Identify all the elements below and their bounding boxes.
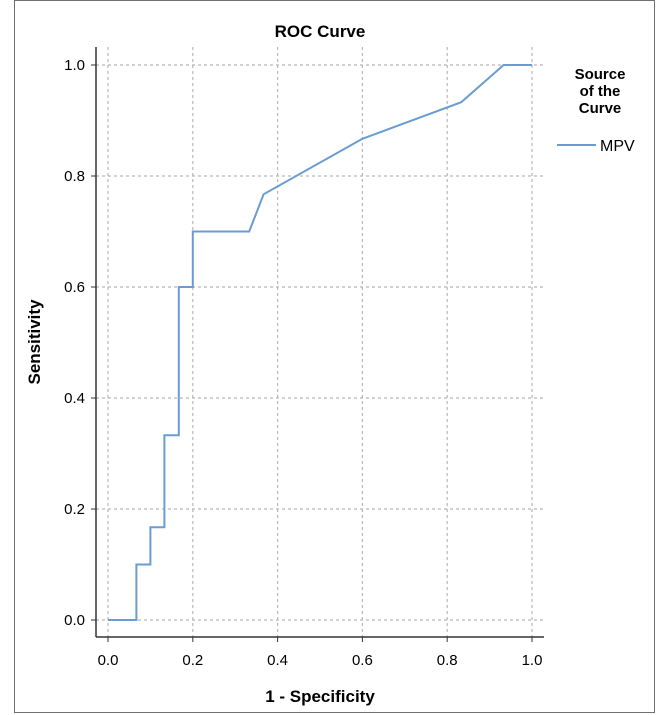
- series-line-mpv: [108, 64, 532, 621]
- y-tick-label: 0.2: [64, 501, 85, 518]
- series-layer: [108, 64, 532, 621]
- x-tick-label: 0.0: [98, 652, 119, 669]
- x-ticks: 0.0 0.2 0.4 0.6 0.8 1.0: [98, 637, 543, 669]
- x-tick-label: 1.0: [522, 652, 543, 669]
- x-tick-label: 0.6: [352, 652, 373, 669]
- chart-frame: [14, 0, 655, 713]
- legend: Source of the Curve MPV: [557, 66, 635, 155]
- y-axis-label: Sensitivity: [25, 299, 44, 385]
- grid: [96, 47, 544, 637]
- legend-label-mpv: MPV: [600, 138, 635, 155]
- y-ticks: 0.0 0.2 0.4 0.6 0.8 1.0: [64, 57, 96, 629]
- y-tick-label: 1.0: [64, 57, 85, 74]
- y-tick-label: 0.8: [64, 168, 85, 185]
- y-tick-label: 0.6: [64, 279, 85, 296]
- legend-title-line-3: Curve: [579, 100, 622, 117]
- y-tick-label: 0.0: [64, 612, 85, 629]
- chart-title: ROC Curve: [275, 22, 366, 41]
- axes: [95, 47, 544, 638]
- legend-title-line-2: of the: [580, 83, 621, 100]
- legend-title-line-1: Source: [575, 66, 626, 83]
- x-axis-label: 1 - Specificity: [265, 687, 375, 706]
- x-tick-label: 0.8: [437, 652, 458, 669]
- x-tick-label: 0.2: [182, 652, 203, 669]
- x-tick-label: 0.4: [267, 652, 288, 669]
- y-tick-label: 0.4: [64, 390, 85, 407]
